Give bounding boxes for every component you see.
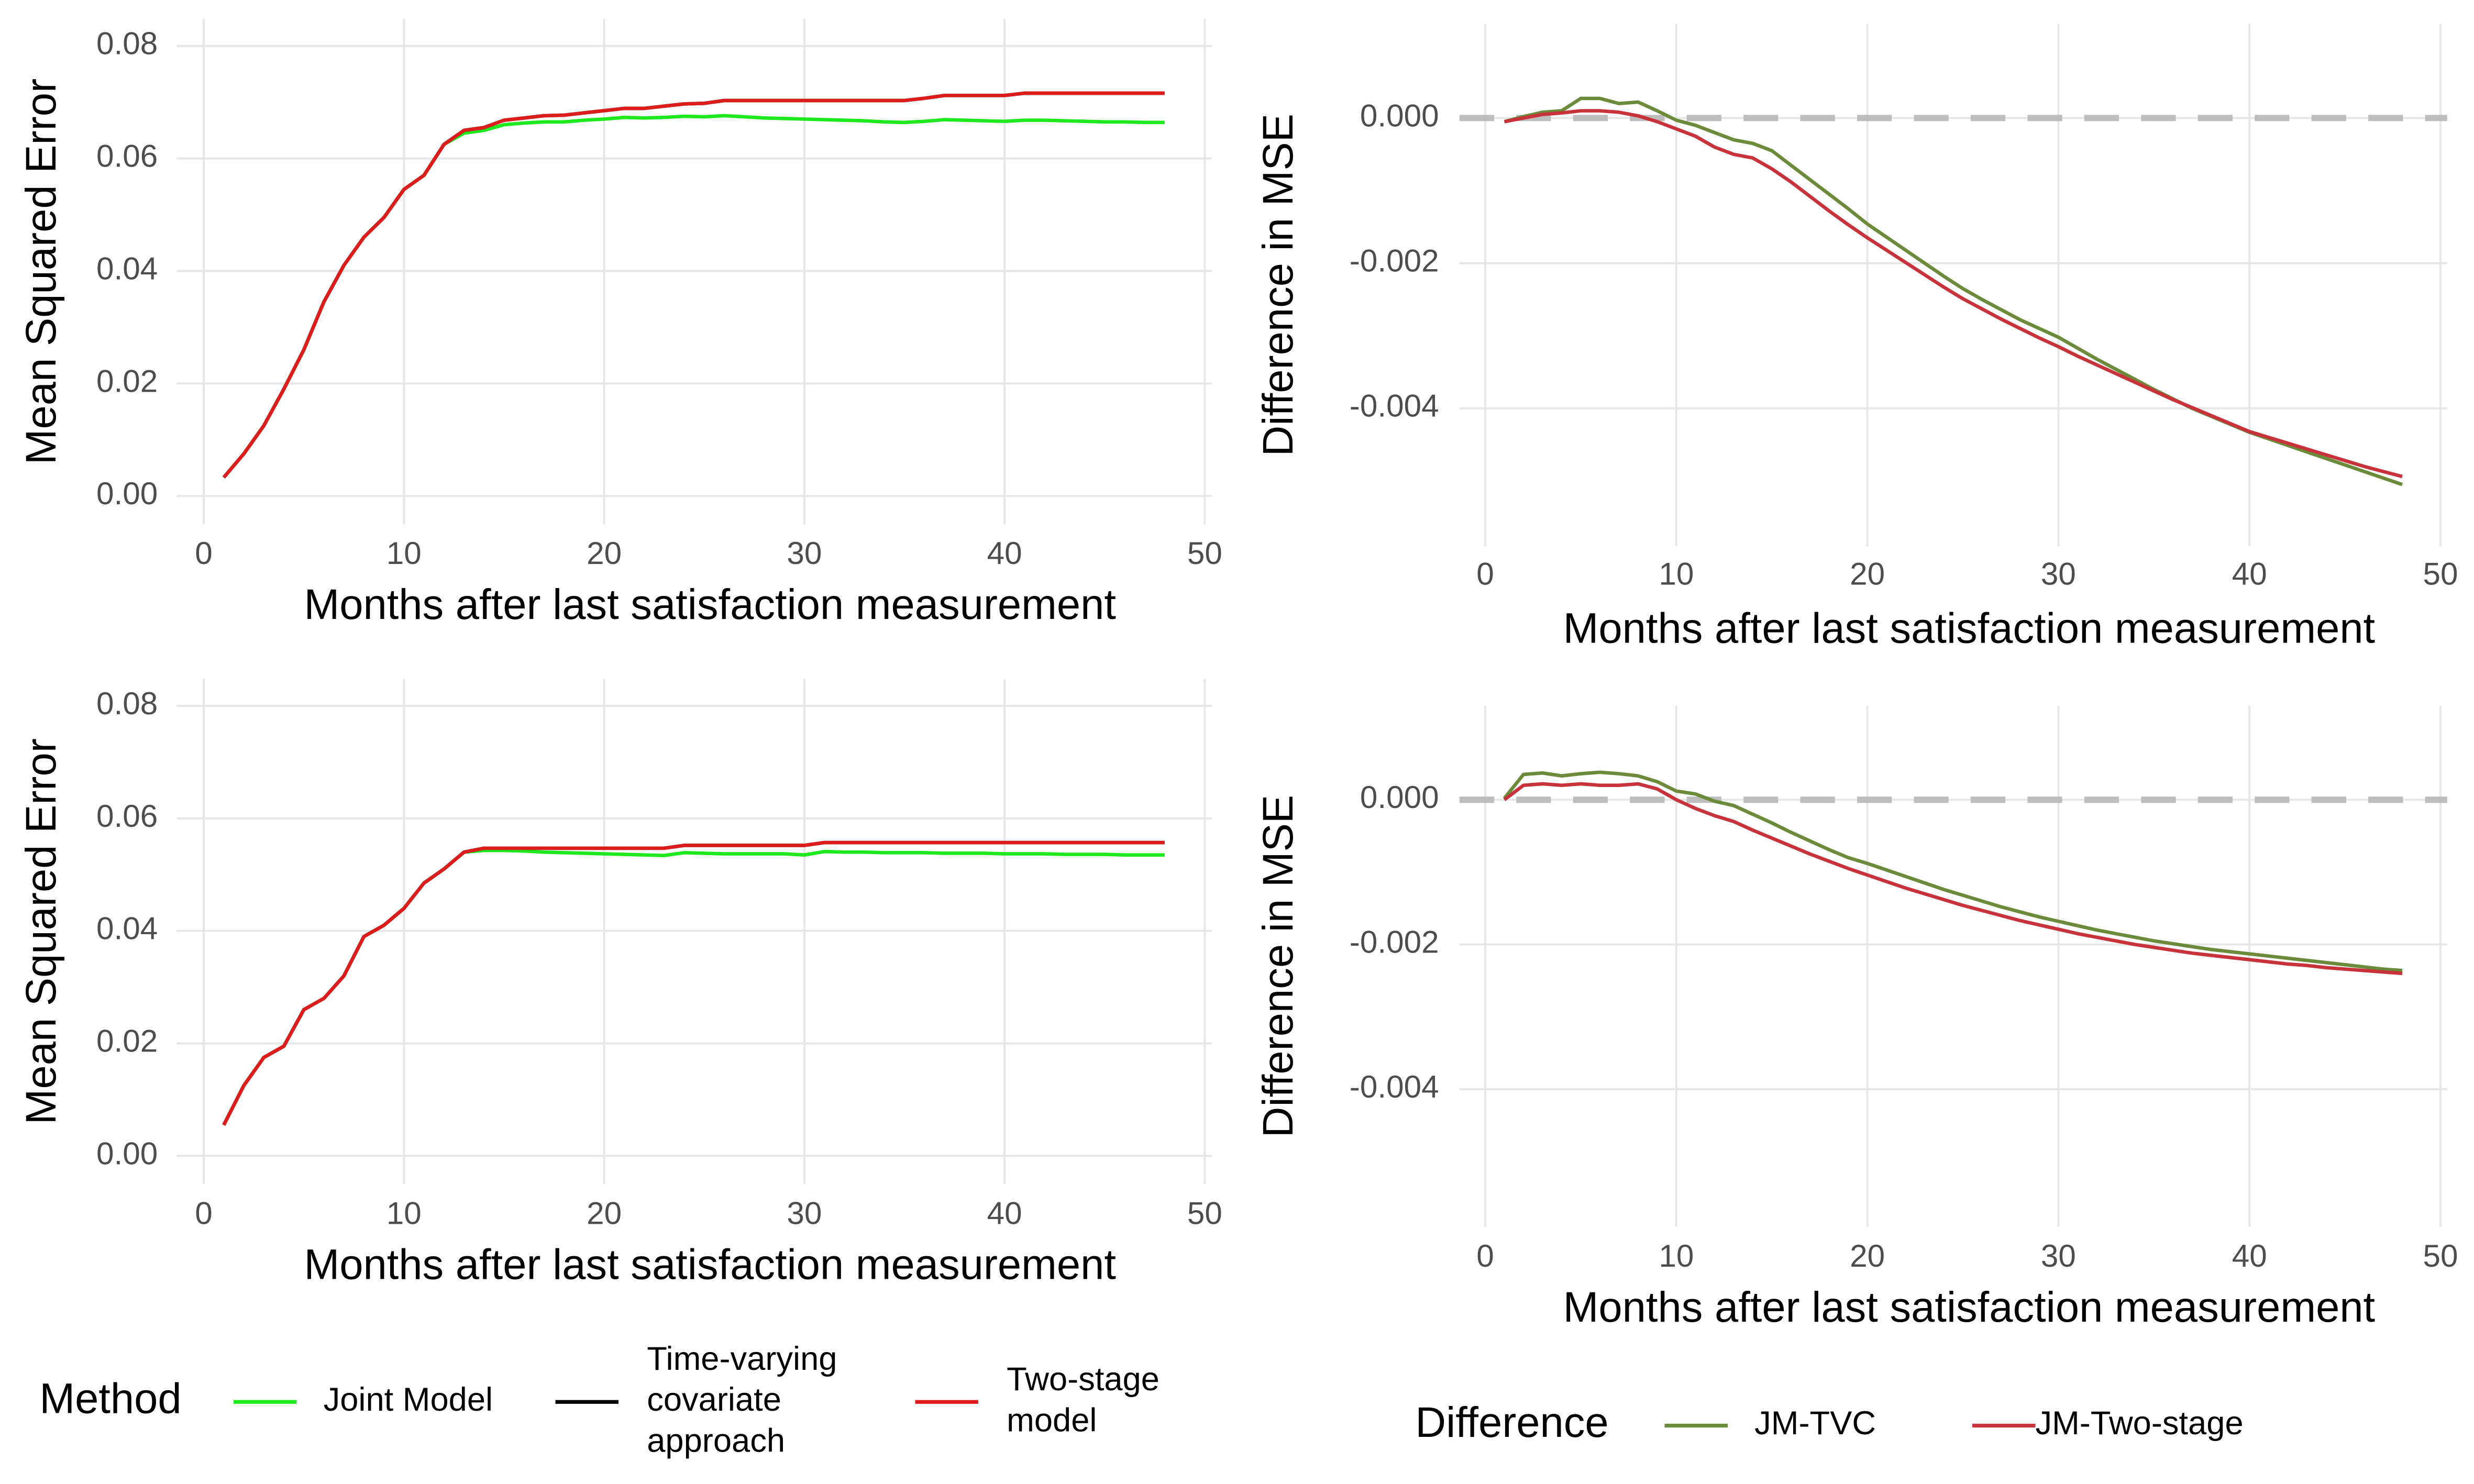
- y-tick-label: -0.004: [1350, 388, 1439, 424]
- legend-label: JM-TVC: [1754, 1405, 1876, 1442]
- y-axis-title: Mean Squared Error: [17, 79, 65, 464]
- x-tick-label: 50: [2423, 556, 2458, 591]
- y-tick-label: 0.06: [96, 138, 158, 174]
- y-tick-label: 0.00: [96, 1135, 158, 1171]
- series-line: [222, 840, 1165, 1126]
- x-tick-label: 20: [1850, 1238, 1885, 1273]
- y-tick-label: -0.002: [1350, 924, 1439, 960]
- x-tick-label: 0: [195, 1195, 213, 1231]
- x-tick-label: 30: [2041, 1238, 2076, 1273]
- x-axis-title: Months after last satisfaction measureme…: [1563, 604, 2376, 652]
- x-tick-label: 30: [787, 535, 822, 571]
- x-tick-label: 50: [1187, 1195, 1222, 1231]
- series-line: [222, 91, 1165, 479]
- legend-label: Joint Model: [324, 1381, 493, 1418]
- y-tick-label: 0.00: [96, 475, 158, 511]
- x-tick-label: 30: [2041, 556, 2076, 591]
- y-tick-label: 0.02: [96, 363, 158, 398]
- x-tick-label: 40: [2232, 556, 2267, 591]
- x-tick-label: 10: [386, 1195, 422, 1231]
- series-line: [222, 848, 1165, 1126]
- x-tick-label: 50: [2423, 1238, 2458, 1273]
- x-tick-label: 30: [787, 1195, 822, 1231]
- y-tick-label: 0.000: [1360, 779, 1439, 815]
- y-tick-label: 0.04: [96, 911, 158, 946]
- x-tick-label: 20: [587, 1195, 622, 1231]
- x-axis-title: Months after last satisfaction measureme…: [1563, 1283, 2376, 1331]
- legend-label: Time-varying covariate approach: [647, 1341, 837, 1459]
- y-axis-title: Difference in MSE: [1254, 795, 1302, 1137]
- y-tick-label: 0.08: [96, 685, 158, 721]
- y-tick-label: 0.02: [96, 1023, 158, 1058]
- x-axis-title: Months after last satisfaction measureme…: [304, 1241, 1116, 1288]
- x-tick-label: 50: [1187, 535, 1222, 571]
- series-line: [1504, 109, 2403, 479]
- series-line: [222, 840, 1165, 1126]
- y-tick-label: 0.08: [96, 26, 158, 61]
- x-tick-label: 0: [1476, 1238, 1494, 1273]
- x-tick-label: 0: [195, 535, 213, 571]
- x-tick-label: 10: [1659, 556, 1694, 591]
- y-tick-label: 0.06: [96, 798, 158, 834]
- x-tick-label: 0: [1476, 556, 1494, 591]
- x-tick-label: 20: [1850, 556, 1885, 591]
- series-line: [222, 91, 1165, 479]
- y-axis-title: Difference in MSE: [1254, 114, 1302, 456]
- legend-label: JM-Two-stage: [2035, 1405, 2243, 1442]
- x-tick-label: 10: [1659, 1238, 1694, 1273]
- legend-title: Difference: [1415, 1399, 1608, 1446]
- series-line: [1503, 782, 2403, 976]
- x-tick-label: 40: [987, 1195, 1022, 1231]
- y-axis-title: Mean Squared Error: [17, 738, 65, 1124]
- x-tick-label: 40: [987, 535, 1022, 571]
- y-tick-label: 0.04: [96, 250, 158, 286]
- series-line: [222, 114, 1165, 479]
- legend-label: Two-stage model: [1007, 1361, 1159, 1438]
- legend-title: Method: [39, 1375, 181, 1423]
- x-tick-label: 10: [386, 535, 422, 571]
- series-line: [1503, 770, 2403, 972]
- y-tick-label: -0.002: [1350, 243, 1439, 279]
- y-tick-label: -0.004: [1350, 1069, 1439, 1104]
- y-tick-label: 0.000: [1360, 97, 1439, 133]
- x-axis-title: Months after last satisfaction measureme…: [304, 581, 1116, 628]
- x-tick-label: 20: [587, 535, 622, 571]
- x-tick-label: 40: [2232, 1238, 2267, 1273]
